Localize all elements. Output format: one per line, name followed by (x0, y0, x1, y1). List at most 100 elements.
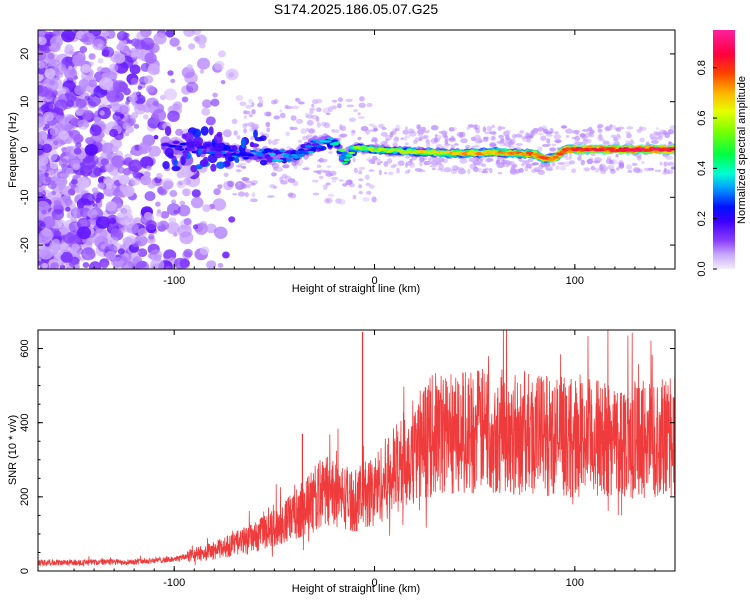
speckle (290, 126, 298, 131)
noise-blob (143, 212, 153, 220)
speckle (405, 154, 410, 159)
speckle (232, 193, 238, 196)
speckle (287, 192, 294, 197)
speckle (389, 132, 394, 138)
speckle (654, 169, 662, 173)
speckle (285, 131, 291, 137)
ridge-cell (297, 153, 306, 157)
noise-blob (210, 98, 220, 107)
speckle (574, 136, 580, 142)
noise-blob (186, 64, 193, 70)
speckle (349, 117, 356, 123)
speckle (484, 131, 490, 135)
noise-blob (102, 46, 114, 58)
noise-blob (156, 209, 162, 214)
noise-blob (72, 54, 86, 67)
speckle (242, 178, 250, 182)
speckle (532, 131, 539, 135)
speckle (450, 126, 458, 131)
speckle (265, 111, 272, 117)
noise-blob (108, 217, 117, 225)
noise-blob (153, 135, 159, 140)
speckle (248, 114, 253, 118)
noise-blob (99, 110, 105, 116)
noise-blob (101, 216, 110, 224)
speckle (545, 134, 553, 137)
speckle (237, 181, 241, 187)
noise-blob (101, 142, 115, 155)
speckle (378, 169, 382, 176)
speckle (425, 139, 430, 144)
speckle (404, 135, 411, 139)
noise-blob (75, 98, 87, 109)
noise-blob (147, 180, 156, 189)
noise-blob (56, 114, 64, 122)
speckle (426, 142, 431, 148)
speckle (286, 146, 292, 150)
noise-blob (172, 232, 178, 237)
noise-blob (183, 218, 192, 226)
speckle (583, 167, 591, 172)
speckle (426, 129, 430, 134)
noise-blob (65, 206, 71, 212)
speckle (659, 161, 663, 166)
speckle (331, 129, 336, 133)
noise-blob (116, 191, 124, 198)
noise-blob (81, 32, 96, 46)
speckle (554, 131, 559, 135)
noise-blob (54, 63, 67, 75)
noise-blob (85, 137, 94, 145)
noise-blob (112, 111, 124, 122)
speckle (418, 137, 423, 142)
speckle (514, 168, 522, 173)
noise-blob (217, 184, 223, 190)
speckle (408, 128, 415, 134)
speckle (302, 167, 310, 170)
speckle (438, 131, 446, 134)
speckle (330, 176, 339, 180)
speckle (280, 180, 288, 185)
ridge-cell (179, 142, 188, 146)
noise-blob (115, 212, 129, 225)
speckle (418, 169, 426, 173)
noise-blob (135, 260, 150, 269)
speckle (358, 116, 365, 119)
ridge-blob (184, 132, 194, 142)
noise-blob (96, 192, 105, 200)
speckle (334, 129, 340, 134)
speckle (304, 112, 309, 119)
noise-blob (150, 258, 165, 269)
speckle (419, 156, 425, 163)
snr-line (38, 330, 675, 567)
speckle (491, 124, 496, 129)
speckle (337, 97, 344, 103)
speckle (309, 110, 314, 115)
speckle (352, 157, 356, 163)
noise-blob (121, 261, 136, 269)
ridge-cell (292, 155, 300, 159)
ridge-blob (214, 143, 224, 152)
speckle (423, 160, 431, 166)
ridge-cell (304, 144, 313, 148)
speckle (538, 164, 544, 170)
speckle (641, 160, 645, 165)
noise-blob (130, 51, 138, 58)
speckle (549, 127, 554, 134)
noise-blob (38, 187, 44, 193)
noise-blob (75, 177, 90, 190)
speckle (667, 169, 674, 175)
speckle (613, 136, 619, 142)
x-tick-label: 100 (566, 577, 584, 589)
noise-blob (59, 264, 66, 269)
speckle (525, 132, 530, 136)
speckle (486, 125, 493, 132)
speckle (610, 159, 618, 165)
noise-blob (217, 262, 224, 268)
x-tick-label: -100 (163, 577, 185, 589)
speckle (291, 105, 300, 110)
speckle (581, 160, 585, 166)
noise-blob (73, 264, 80, 269)
speckle (251, 109, 256, 115)
ridge-blob (162, 161, 170, 170)
speckle (392, 163, 398, 167)
